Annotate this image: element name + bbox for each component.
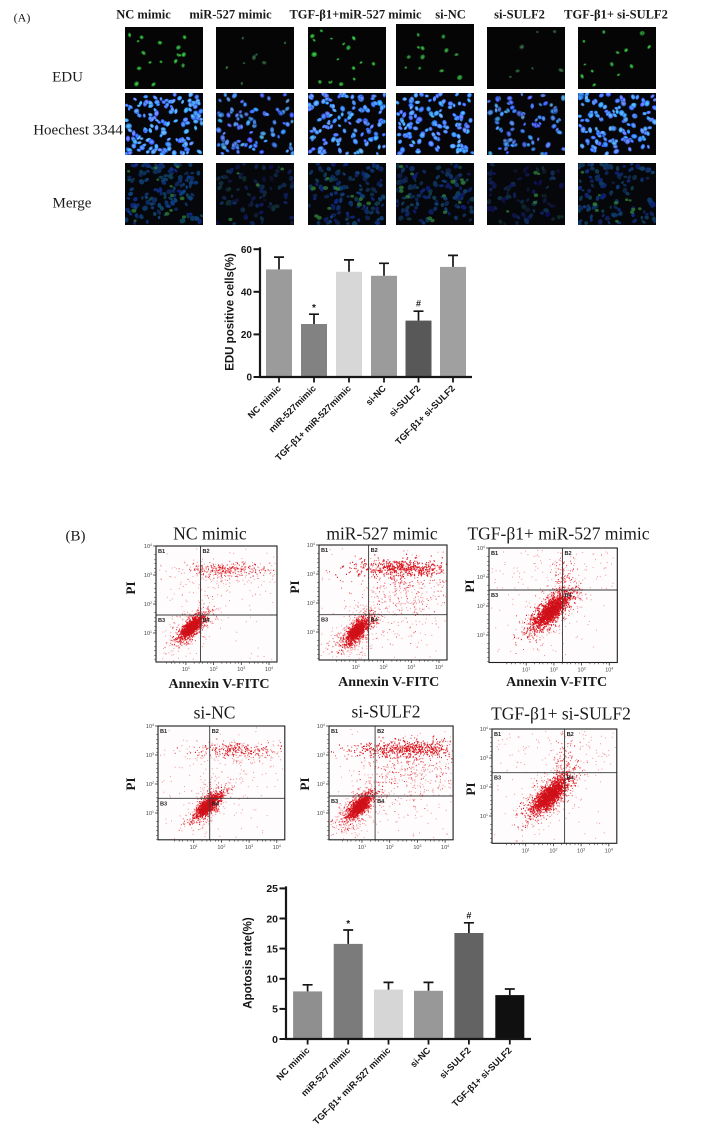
svg-text:101: 101 xyxy=(522,666,530,673)
svg-text:104: 104 xyxy=(143,543,151,550)
svg-text:TGF-β1+ miR-527 mimic: TGF-β1+ miR-527 mimic xyxy=(311,1045,392,1126)
svg-text:103: 103 xyxy=(577,847,585,854)
svg-text:104: 104 xyxy=(480,726,488,733)
svg-text:si-SULF2: si-SULF2 xyxy=(387,383,422,418)
svg-text:20: 20 xyxy=(266,913,278,925)
svg-text:5: 5 xyxy=(272,1004,278,1016)
svg-text:103: 103 xyxy=(476,574,484,581)
svg-text:#: # xyxy=(416,299,421,309)
svg-text:B3: B3 xyxy=(494,776,501,782)
svg-text:104: 104 xyxy=(435,664,443,671)
svg-text:103: 103 xyxy=(245,843,253,850)
svg-text:B2: B2 xyxy=(564,551,571,557)
svg-text:103: 103 xyxy=(407,664,415,671)
svg-text:101: 101 xyxy=(522,847,530,854)
svg-text:101: 101 xyxy=(146,810,154,817)
svg-text:104: 104 xyxy=(441,843,449,850)
svg-text:B2: B2 xyxy=(377,729,384,735)
svg-text:102: 102 xyxy=(385,843,393,850)
svg-text:103: 103 xyxy=(237,666,245,673)
svg-text:60: 60 xyxy=(241,245,253,256)
svg-text:15: 15 xyxy=(266,943,278,955)
svg-text:Apotosis rate(%): Apotosis rate(%) xyxy=(243,917,255,1009)
svg-text:103: 103 xyxy=(413,843,421,850)
svg-text:102: 102 xyxy=(380,664,388,671)
svg-text:10: 10 xyxy=(266,974,278,986)
svg-text:101: 101 xyxy=(317,810,325,817)
svg-text:101: 101 xyxy=(190,843,198,850)
svg-text:B2: B2 xyxy=(202,549,209,555)
svg-text:102: 102 xyxy=(476,603,484,610)
svg-text:si-SULF2: si-SULF2 xyxy=(438,1045,473,1080)
svg-text:B4: B4 xyxy=(567,776,575,782)
svg-text:B1: B1 xyxy=(494,732,501,738)
svg-text:103: 103 xyxy=(146,752,154,759)
svg-text:103: 103 xyxy=(317,752,325,759)
svg-text:B2: B2 xyxy=(371,548,378,554)
svg-text:NC mimic: NC mimic xyxy=(246,383,283,420)
svg-text:B3: B3 xyxy=(321,618,328,624)
svg-text:102: 102 xyxy=(317,781,325,788)
svg-text:si-NC: si-NC xyxy=(364,383,388,407)
svg-text:TGF-β1+ si-SULF2: TGF-β1+ si-SULF2 xyxy=(393,383,457,447)
svg-text:101: 101 xyxy=(352,664,360,671)
svg-text:102: 102 xyxy=(307,600,315,607)
svg-text:103: 103 xyxy=(307,571,315,578)
svg-text:B3: B3 xyxy=(158,618,165,624)
svg-text:B4: B4 xyxy=(212,801,220,807)
svg-text:EDU positive cells(%): EDU positive cells(%) xyxy=(225,253,237,371)
svg-text:102: 102 xyxy=(209,666,217,673)
svg-text:B4: B4 xyxy=(371,618,379,624)
svg-text:0: 0 xyxy=(272,1034,278,1046)
svg-text:104: 104 xyxy=(605,847,613,854)
svg-text:B4: B4 xyxy=(377,799,385,805)
svg-text:102: 102 xyxy=(217,843,225,850)
svg-text:B3: B3 xyxy=(331,799,338,805)
svg-text:102: 102 xyxy=(549,666,557,673)
svg-text:104: 104 xyxy=(307,542,315,549)
svg-text:104: 104 xyxy=(317,723,325,730)
svg-text:B1: B1 xyxy=(491,551,498,557)
svg-text:NC mimic: NC mimic xyxy=(274,1045,311,1082)
svg-text:104: 104 xyxy=(605,666,613,673)
svg-text:B1: B1 xyxy=(321,548,328,554)
svg-text:TGF-β1+ miR-527mimic: TGF-β1+ miR-527mimic xyxy=(273,383,352,462)
svg-text:101: 101 xyxy=(476,632,484,639)
svg-text:102: 102 xyxy=(146,781,154,788)
svg-text:103: 103 xyxy=(577,666,585,673)
svg-text:B3: B3 xyxy=(491,593,498,599)
svg-text:101: 101 xyxy=(307,629,315,636)
svg-text:104: 104 xyxy=(273,843,281,850)
svg-text:#: # xyxy=(466,910,471,920)
svg-text:103: 103 xyxy=(143,572,151,579)
svg-text:102: 102 xyxy=(143,601,151,608)
svg-text:103: 103 xyxy=(480,755,488,762)
svg-text:B1: B1 xyxy=(331,729,338,735)
svg-text:25: 25 xyxy=(266,883,278,895)
svg-text:101: 101 xyxy=(181,666,189,673)
svg-text:B2: B2 xyxy=(212,729,219,735)
svg-text:B1: B1 xyxy=(158,549,165,555)
svg-text:B3: B3 xyxy=(160,801,167,807)
svg-text:101: 101 xyxy=(358,843,366,850)
svg-text:104: 104 xyxy=(476,545,484,552)
svg-text:20: 20 xyxy=(241,330,253,341)
svg-text:B4: B4 xyxy=(202,618,210,624)
svg-text:101: 101 xyxy=(480,813,488,820)
svg-text:*: * xyxy=(312,303,316,314)
svg-text:B4: B4 xyxy=(564,593,572,599)
svg-text:102: 102 xyxy=(549,847,557,854)
svg-text:104: 104 xyxy=(264,666,272,673)
svg-text:si-NC: si-NC xyxy=(408,1045,432,1069)
svg-text:102: 102 xyxy=(480,784,488,791)
svg-text:0: 0 xyxy=(246,373,252,384)
svg-text:40: 40 xyxy=(241,287,253,298)
svg-text:101: 101 xyxy=(143,630,151,637)
svg-text:B2: B2 xyxy=(567,732,574,738)
svg-text:*: * xyxy=(346,919,350,930)
svg-text:B1: B1 xyxy=(160,729,167,735)
svg-text:104: 104 xyxy=(146,723,154,730)
